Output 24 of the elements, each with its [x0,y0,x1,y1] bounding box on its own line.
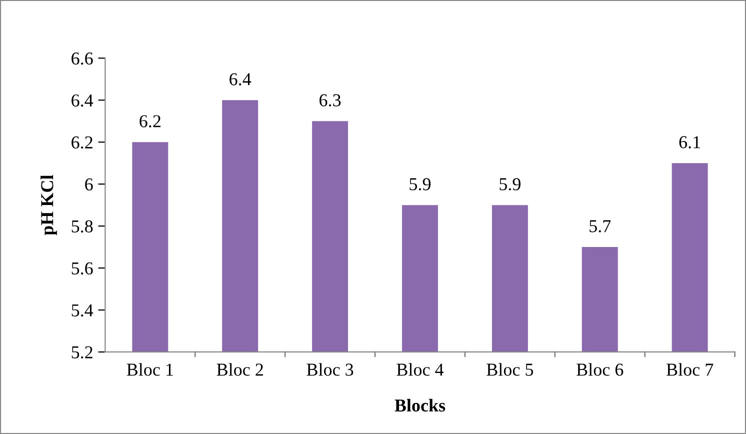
x-tick-label: Bloc 4 [396,363,444,376]
x-tick-label: Bloc 5 [486,363,534,376]
y-tick-label: 6 [85,178,93,191]
y-axis-title: pH KCl [40,175,57,236]
x-tick-label: Bloc 1 [126,363,173,376]
y-tick-label: 5.4 [72,304,94,317]
x-tick-label: Bloc 3 [306,363,354,376]
x-axis-title: Blocks [394,398,446,412]
data-label: 6.1 [679,136,700,148]
y-tick-label: 5.8 [72,220,93,233]
y-tick-label: 6.4 [72,94,94,107]
data-label: 5.9 [410,178,431,190]
y-tick-label: 5.2 [72,346,92,358]
data-label: 6.4 [230,73,252,86]
y-tick-label: 6.2 [72,136,92,149]
x-tick-label: Bloc 7 [666,363,714,376]
y-tick-label: 5.6 [72,262,93,275]
data-label: 5.9 [500,178,520,190]
x-tick-label: Bloc 6 [576,363,624,376]
y-tick-label: 6.6 [72,52,93,65]
data-label: 5.7 [590,220,611,232]
data-label: 6.3 [320,94,341,106]
x-tick-label: Bloc 2 [216,363,263,376]
data-label: 6.2 [140,115,160,128]
